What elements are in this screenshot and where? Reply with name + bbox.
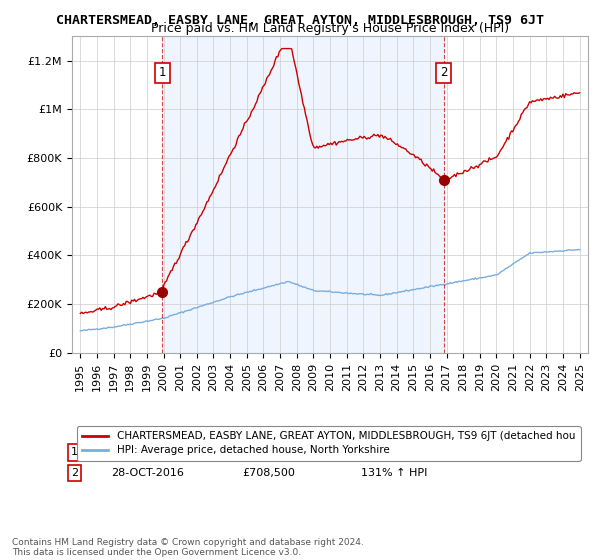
Text: 2: 2 — [440, 67, 448, 80]
Bar — [162, 36, 443, 353]
Text: 2: 2 — [71, 468, 78, 478]
Title: Price paid vs. HM Land Registry's House Price Index (HPI): Price paid vs. HM Land Registry's House … — [151, 22, 509, 35]
Text: 132% ↑ HPI: 132% ↑ HPI — [361, 447, 427, 458]
Text: Contains HM Land Registry data © Crown copyright and database right 2024.
This d: Contains HM Land Registry data © Crown c… — [12, 538, 364, 557]
Text: 28-OCT-2016: 28-OCT-2016 — [110, 468, 184, 478]
Text: 01-DEC-1999: 01-DEC-1999 — [110, 447, 184, 458]
Legend: CHARTERSMEAD, EASBY LANE, GREAT AYTON, MIDDLESBROUGH, TS9 6JT (detached hou, HPI: CHARTERSMEAD, EASBY LANE, GREAT AYTON, M… — [77, 426, 581, 461]
Text: 1: 1 — [71, 447, 78, 458]
Text: 131% ↑ HPI: 131% ↑ HPI — [361, 468, 427, 478]
Text: £250,000: £250,000 — [242, 447, 295, 458]
Text: 1: 1 — [158, 67, 166, 80]
Text: £708,500: £708,500 — [242, 468, 295, 478]
Text: CHARTERSMEAD, EASBY LANE, GREAT AYTON, MIDDLESBROUGH, TS9 6JT: CHARTERSMEAD, EASBY LANE, GREAT AYTON, M… — [56, 14, 544, 27]
